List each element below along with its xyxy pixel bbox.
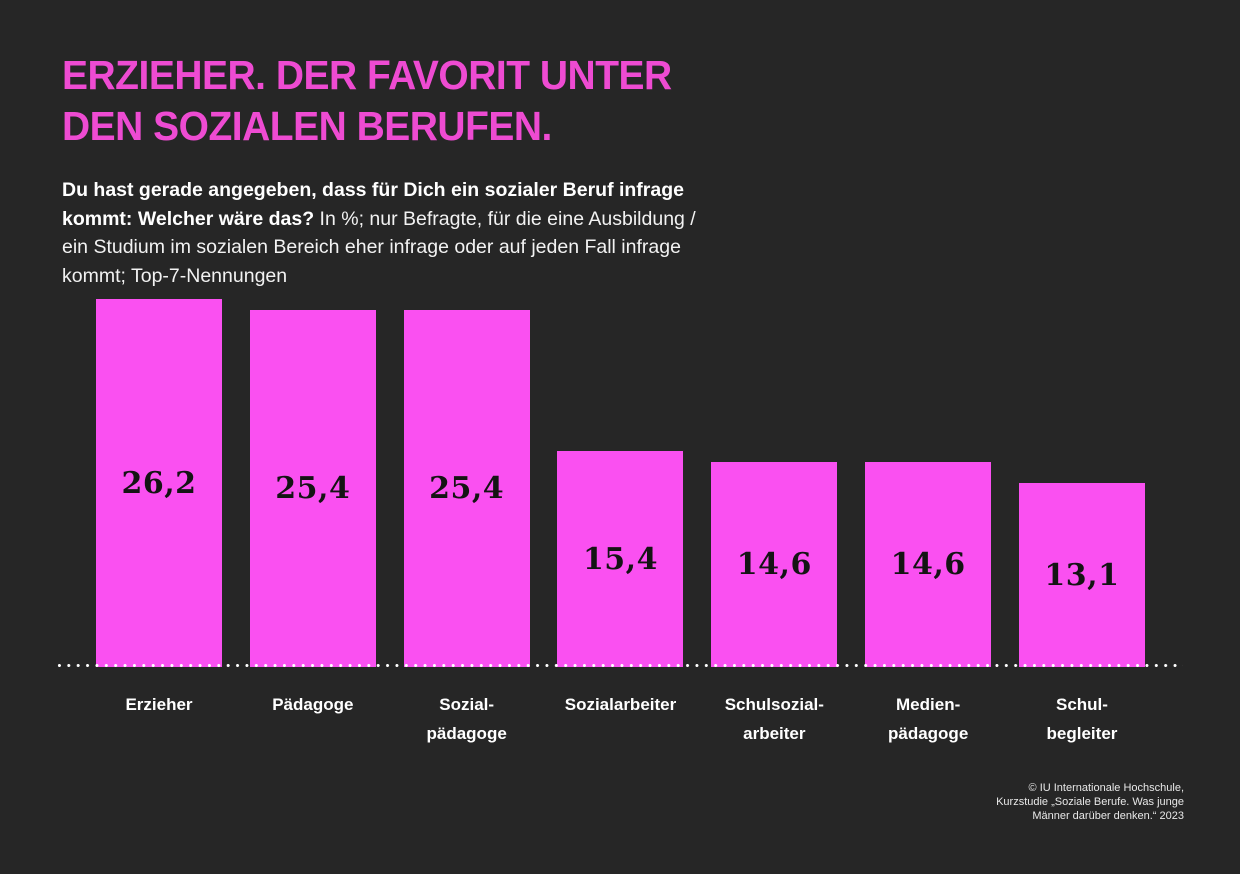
source-credit: © IU Internationale Hochschule, Kurzstud…	[996, 782, 1184, 822]
bar-value: 14,6	[890, 547, 966, 582]
bar-label: Erzieher	[125, 695, 193, 714]
bar-label: Sozialarbeiter	[564, 695, 677, 714]
bar-Medienpädagoge: 14,6	[865, 462, 992, 667]
bar-value: 14,6	[736, 547, 812, 582]
bar-label: Schul- begleiter	[1046, 695, 1118, 743]
bar-Schulsozialarbeiter: 14,6	[711, 462, 838, 667]
bar-Pädagoge: 25,4	[249, 310, 376, 667]
subtitle-method-note: In %; nur Befragte, für die eine Ausbild…	[62, 207, 696, 287]
bar-value: 26,2	[121, 465, 197, 501]
bar-value: 15,4	[582, 541, 659, 577]
bar-label: Medien- pädagoge	[887, 695, 969, 743]
bar-value: 13,1	[1044, 557, 1120, 593]
bar-label: Pädagoge	[272, 695, 354, 714]
bar-label: Sozial- pädagoge	[426, 695, 507, 743]
bar-value: 25,4	[429, 471, 505, 506]
page-title: ERZIEHER. DER FAVORIT UNTER DEN SOZIALEN…	[62, 52, 672, 149]
bar-Erzieher: 26,2	[96, 299, 222, 667]
bar-label: Schulsozial- arbeiter	[724, 695, 824, 743]
bar-Schulbegleiter: 13,1	[1018, 483, 1145, 667]
chart-subtitle: Du hast gerade angegeben, dass für Dich …	[62, 176, 727, 290]
bar-value: 25,4	[275, 471, 351, 506]
bar-Sozialpädagoge: 25,4	[403, 310, 530, 667]
subtitle-question: Du hast gerade angegeben, dass für Dich …	[62, 179, 684, 230]
bar-Sozialarbeiter: 15,4	[557, 451, 684, 667]
baseline-dotted-axis	[57, 663, 1183, 668]
